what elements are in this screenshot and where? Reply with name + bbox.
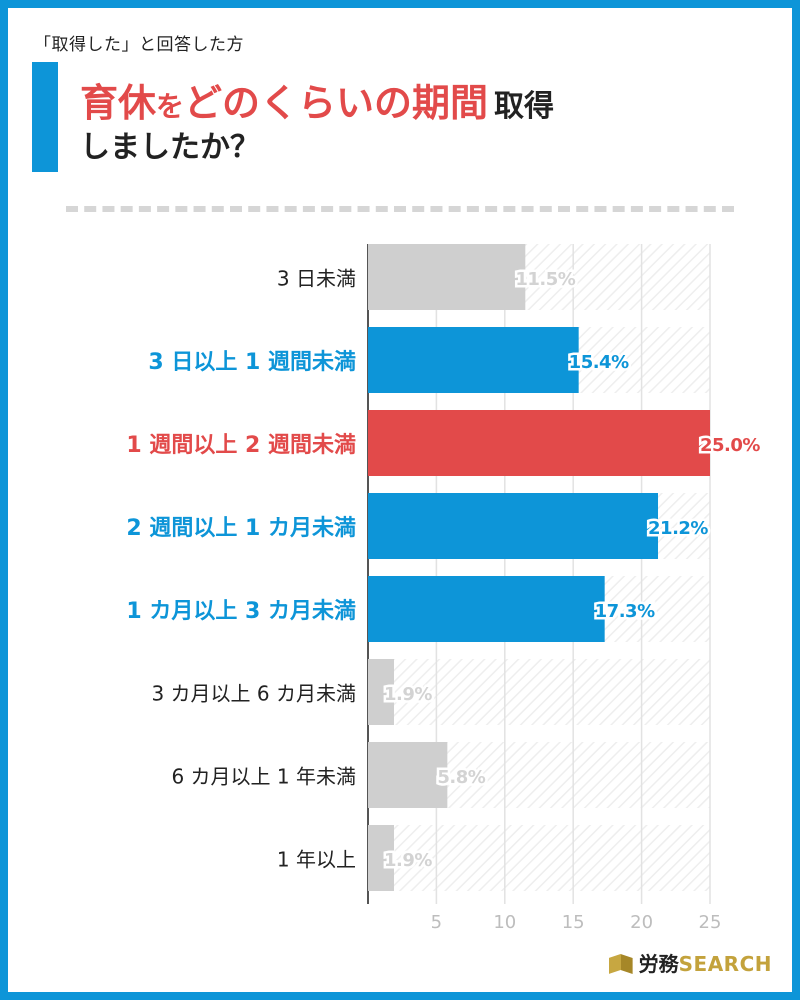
x-tick-label: 20 (630, 912, 653, 933)
title-part-1: 育休 (80, 81, 157, 125)
bar-value-label: 25.0% (700, 435, 760, 456)
title-accent-bar (32, 62, 58, 172)
bar-background (368, 659, 710, 725)
bar-value-label: 17.3% (595, 601, 655, 622)
logo-en: SEARCH (678, 952, 772, 976)
category-label: 2 週間以上 1 カ月未満 (126, 516, 356, 541)
subtitle: 「取得した」と回答した方 (34, 35, 244, 55)
category-label: 1 週間以上 2 週間未満 (126, 433, 356, 458)
category-label: 1 年以上 (276, 847, 356, 872)
title-part-3: どのくらいの期間 (184, 81, 489, 125)
bar-background (368, 825, 710, 891)
category-label: 3 カ月以上 6 カ月未満 (151, 681, 356, 706)
bar-value-label: 11.5% (515, 269, 575, 290)
bar (368, 244, 526, 310)
bar-value-label: 1.9% (384, 684, 432, 705)
bar (368, 576, 605, 642)
bar-value-label: 15.4% (569, 352, 629, 373)
bar (368, 742, 448, 808)
x-tick-label: 10 (493, 912, 516, 933)
bar-value-label: 1.9% (384, 850, 432, 871)
divider (66, 206, 734, 212)
category-label: 3 日未満 (276, 266, 356, 291)
bar (368, 493, 659, 559)
category-label: 3 日以上 1 週間未満 (148, 350, 356, 375)
logo: 労務SEARCH (608, 948, 772, 977)
logo-jp: 労務 (638, 952, 679, 976)
title-part-4: 取得 (494, 89, 555, 124)
category-label: 1 カ月以上 3 カ月未満 (126, 599, 356, 624)
bar (368, 825, 394, 891)
bar-value-label: 5.8% (437, 767, 485, 788)
chart-title: 育休をどのくらいの期間 取得 (80, 72, 554, 127)
bar (368, 327, 579, 393)
x-tick-label: 25 (699, 912, 722, 933)
title-part-2: を (156, 90, 185, 123)
logo-mark-icon (608, 954, 633, 974)
category-label: 6 カ月以上 1 年未満 (171, 764, 356, 789)
chart-title-line-2: しましたか？ (80, 130, 260, 165)
x-tick-label: 5 (431, 912, 442, 933)
bar (368, 659, 394, 725)
bar-value-label: 21.2% (648, 518, 708, 539)
x-tick-label: 15 (562, 912, 585, 933)
bar (368, 410, 710, 476)
